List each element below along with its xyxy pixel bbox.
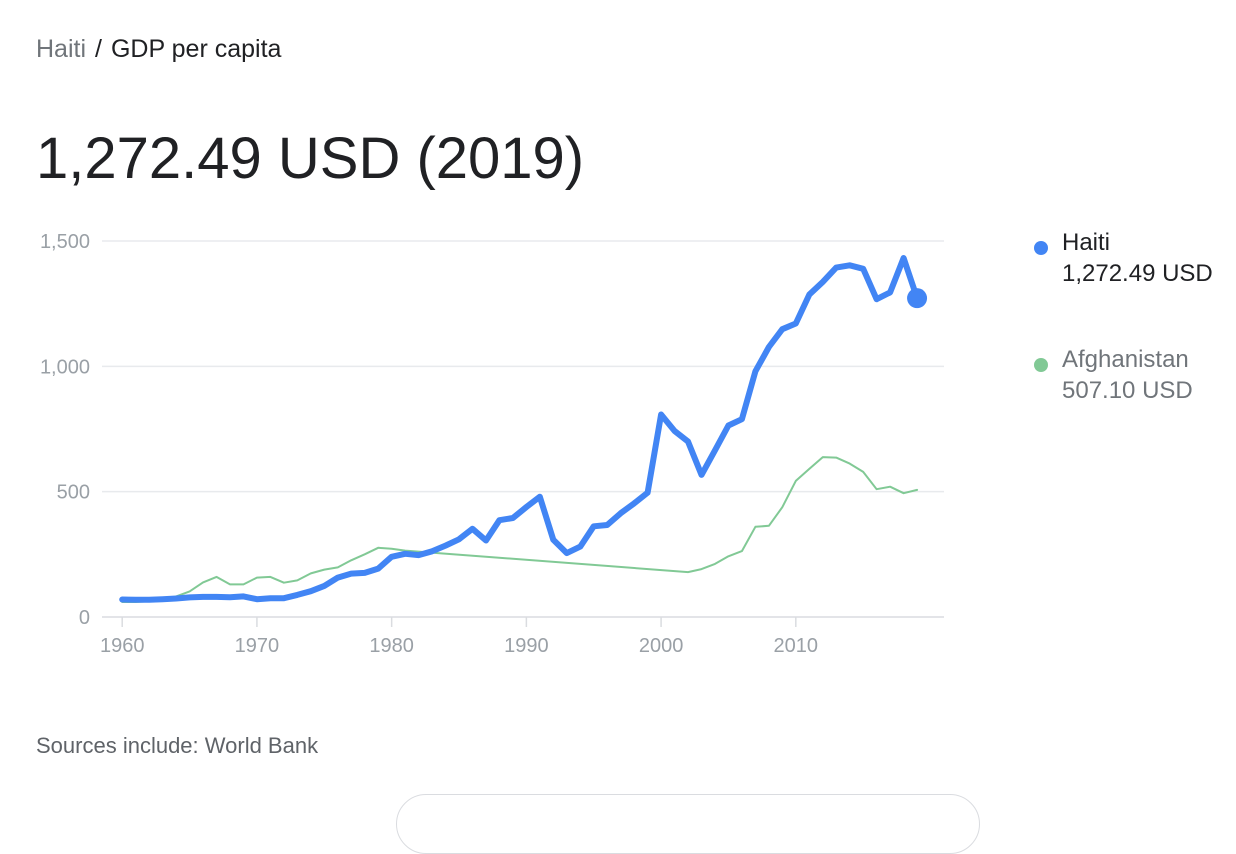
grid-lines bbox=[102, 240, 944, 618]
legend-dot-afghanistan bbox=[1034, 358, 1048, 372]
legend-name-afghanistan: Afghanistan bbox=[1062, 346, 1189, 373]
x-tick-label: 1990 bbox=[504, 635, 549, 657]
breadcrumb: Haiti / GDP per capita bbox=[36, 32, 281, 66]
sources-note: Sources include: World Bank bbox=[36, 733, 319, 758]
x-tick-label: 2010 bbox=[774, 635, 819, 657]
breadcrumb-link-haiti[interactable]: Haiti bbox=[36, 35, 87, 63]
y-axis-ticks: 0 500 1,000 1,500 bbox=[40, 231, 90, 629]
legend-dot-haiti bbox=[1034, 241, 1048, 255]
legend-value-afghanistan: 507.10 USD bbox=[1062, 377, 1193, 404]
headline-value: 1,272.49 USD (2019) bbox=[36, 126, 585, 191]
x-tick-label: 2000 bbox=[639, 635, 684, 657]
line-chart[interactable]: 0 500 1,000 1,500 1960 1970 1980 1990 2000 2010 bbox=[0, 0, 1236, 720]
series-line-afghanistan[interactable] bbox=[121, 456, 919, 603]
x-tick-label: 1960 bbox=[100, 635, 145, 657]
bottom-search-pill[interactable] bbox=[396, 794, 980, 854]
y-tick-label: 500 bbox=[57, 482, 90, 504]
y-tick-label: 0 bbox=[79, 607, 90, 629]
y-tick-label: 1,500 bbox=[40, 231, 90, 253]
x-axis-ticks: 1960 1970 1980 1990 2000 2010 bbox=[100, 617, 818, 657]
legend-name-haiti: Haiti bbox=[1062, 229, 1111, 256]
breadcrumb-separator: / bbox=[95, 35, 102, 63]
x-tick-label: 1970 bbox=[235, 635, 280, 657]
y-tick-label: 1,000 bbox=[40, 356, 90, 378]
series-lines bbox=[119, 255, 928, 603]
legend-value-haiti: 1,272.49 USD bbox=[1062, 260, 1213, 287]
series-line-haiti[interactable] bbox=[119, 255, 921, 603]
haiti-latest-point[interactable] bbox=[907, 288, 928, 309]
breadcrumb-current: GDP per capita bbox=[110, 35, 282, 63]
x-tick-label: 1980 bbox=[369, 635, 414, 657]
